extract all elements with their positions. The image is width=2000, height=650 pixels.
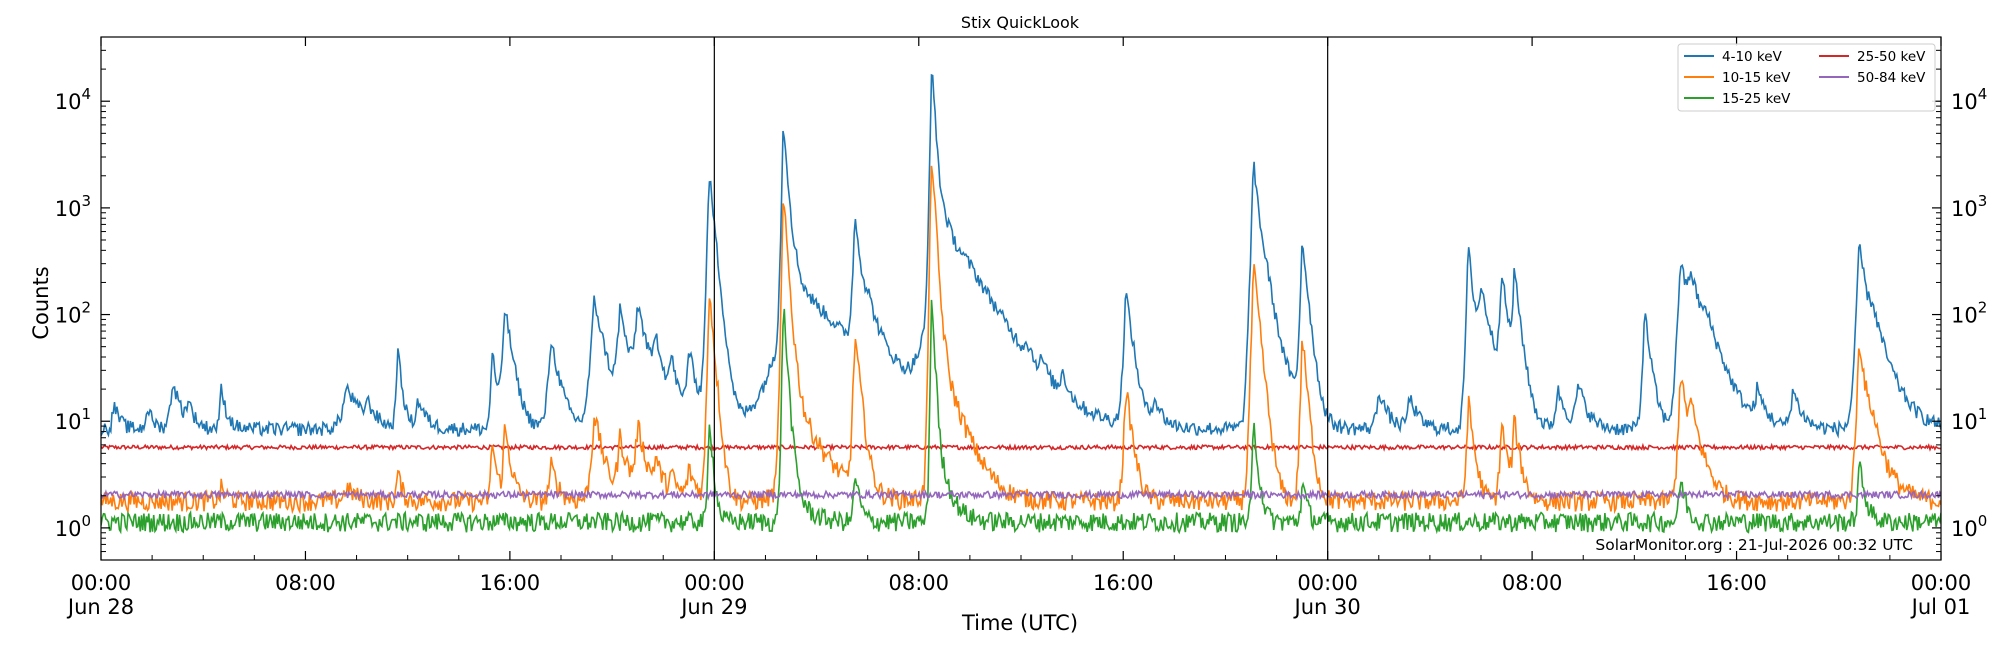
x-tick-label: 16:00 xyxy=(1706,571,1767,595)
series-line-10-15-kev xyxy=(101,165,1941,515)
series-layer xyxy=(101,73,1941,535)
x-tick-label: 08:00 xyxy=(1502,571,1563,595)
series-line-50-84-kev xyxy=(101,488,1941,502)
series-line-25-50-kev xyxy=(101,442,1941,452)
series-line-15-25-kev xyxy=(101,299,1941,535)
x-tick-date-label: Jul 01 xyxy=(1910,595,1971,619)
x-tick-label: 00:00 xyxy=(71,571,132,595)
legend: 4-10 keV 10-15 keV 15-25 keV 25-50 keV 50-84… xyxy=(1677,43,1936,112)
x-tick-date-label: Jun 30 xyxy=(1293,595,1361,619)
x-tick-label: 16:00 xyxy=(480,571,541,595)
solarmonitor-annotation: SolarMonitor.org : 21-Jul-2026 00:32 UTC xyxy=(1595,536,1913,554)
x-tick-label: 16:00 xyxy=(1093,571,1154,595)
x-tick-label: 08:00 xyxy=(275,571,336,595)
legend-entry-label: 10-15 keV xyxy=(1722,70,1791,86)
y-tick-label: 100 xyxy=(55,512,91,541)
y-tick-label: 103 xyxy=(55,192,91,221)
y-tick-label: 102 xyxy=(55,299,91,328)
x-tick-label: 00:00 xyxy=(1297,571,1358,595)
series-line-4-10-kev xyxy=(101,73,1941,439)
x-tick-label: 00:00 xyxy=(1911,571,1972,595)
y-tick-label-right: 103 xyxy=(1951,192,1987,221)
y-tick-label-right: 100 xyxy=(1951,512,1987,541)
y-axis-label: Counts xyxy=(29,266,53,339)
x-tick-date-label: Jun 28 xyxy=(66,595,134,619)
x-tick-label: 08:00 xyxy=(889,571,950,595)
legend-entry-label: 25-50 keV xyxy=(1857,49,1926,65)
x-tick-label: 00:00 xyxy=(684,571,745,595)
chart-title: Stix QuickLook xyxy=(961,13,1080,32)
y-tick-label-right: 104 xyxy=(1951,85,1987,114)
legend-box xyxy=(1677,43,1936,112)
plot-frame xyxy=(100,36,1942,561)
legend-entry-label: 4-10 keV xyxy=(1722,49,1783,65)
x-tick-date-label: Jun 29 xyxy=(679,595,747,619)
y-tick-label: 104 xyxy=(55,85,91,114)
x-axis-label: Time (UTC) xyxy=(961,611,1078,635)
legend-entry-label: 50-84 keV xyxy=(1857,70,1926,86)
y-tick-label-right: 102 xyxy=(1951,299,1987,328)
y-tick-label-right: 101 xyxy=(1951,405,1987,434)
legend-entry-label: 15-25 keV xyxy=(1722,91,1791,107)
y-tick-label: 101 xyxy=(55,405,91,434)
